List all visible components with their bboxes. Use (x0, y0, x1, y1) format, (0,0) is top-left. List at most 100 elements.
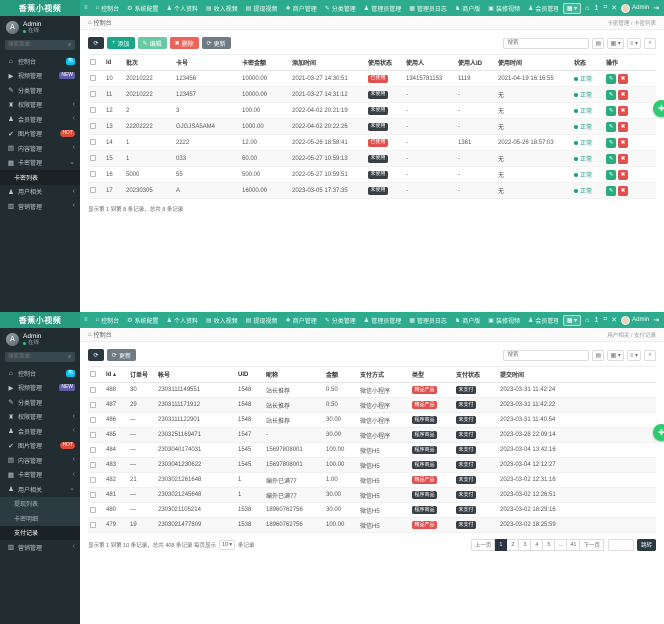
row-checkbox[interactable] (90, 506, 96, 513)
sidebar-item[interactable]: ♟ 用户相关 ⌄ (0, 482, 80, 497)
nav-item[interactable]: ♞ 商户版 (451, 0, 484, 16)
column-header[interactable]: 支付状态 (454, 366, 498, 383)
nav-item[interactable]: ✎ 分类管理 (321, 0, 360, 16)
row-delete-button[interactable]: ✖ (618, 169, 628, 180)
columns-icon[interactable]: ▦ ▾ (607, 349, 624, 361)
page-jump-input[interactable] (607, 539, 634, 551)
sidebar-search-input[interactable] (5, 352, 64, 362)
column-header[interactable]: 卡密金额 (240, 54, 290, 71)
sidebar-item[interactable]: ▶ 视频管理 NEW (0, 69, 80, 84)
row-edit-button[interactable]: ✎ (606, 121, 616, 132)
column-header[interactable]: 订单号 (128, 366, 156, 383)
edit-button[interactable]: ✎ 编辑 (137, 37, 167, 49)
page-button[interactable]: ... (555, 539, 568, 551)
user-menu[interactable]: Admin (621, 315, 649, 325)
sidebar-item[interactable]: ✔ 图片管理 HOT (0, 127, 80, 142)
row-checkbox[interactable] (90, 416, 96, 423)
select-all-checkbox[interactable] (90, 59, 96, 66)
search-icon[interactable]: ⌕ (644, 349, 656, 361)
brand-logo[interactable]: 香蕉小视频 (0, 0, 80, 16)
row-checkbox[interactable] (90, 401, 96, 408)
page-button[interactable]: 3 (519, 539, 532, 551)
nav-item[interactable]: ▤ 提现视频 (242, 312, 282, 328)
nav-item[interactable]: ▣ 装修视频 (484, 0, 524, 16)
nav-item[interactable]: ⌂ 控制台 (92, 0, 124, 16)
row-edit-button[interactable]: ✎ (606, 137, 616, 148)
navbar-action-icon[interactable]: ⌗ (603, 316, 608, 323)
sidebar-item[interactable]: ▥ 营销管理 ‹ (0, 199, 80, 214)
column-header[interactable]: 金额 (324, 366, 358, 383)
logout-icon[interactable]: ⇥ (653, 317, 659, 324)
update-button[interactable]: ⟳ 更新 (107, 349, 137, 361)
sidebar-item[interactable]: ▤ 内容管理 ‹ (0, 453, 80, 468)
columns-icon[interactable]: ▦ ▾ (607, 37, 624, 49)
navbar-action-icon[interactable]: ↥ (593, 317, 600, 324)
export-icon[interactable]: ≡ ▾ (626, 37, 641, 49)
page-button[interactable]: 2 (507, 539, 520, 551)
column-header[interactable]: 使用时间 (496, 54, 572, 71)
column-header[interactable]: 批次 (124, 54, 174, 71)
column-header[interactable]: 添加时间 (290, 54, 366, 71)
nav-item[interactable]: ▤ 收入视频 (202, 312, 242, 328)
row-delete-button[interactable]: ✖ (618, 153, 628, 164)
page-button[interactable]: 1 (495, 539, 508, 551)
sidebar-item[interactable]: ♜ 权限管理 ‹ (0, 410, 80, 425)
sidebar-item[interactable]: 卡密明细 (0, 511, 80, 526)
column-header[interactable]: 使用人 (404, 54, 456, 71)
grid-menu-dropdown[interactable]: ▦ ▾ (562, 314, 582, 326)
nav-item[interactable]: ♟ 会员管理 (524, 312, 558, 328)
floating-service-button[interactable]: ✚ (653, 100, 664, 117)
row-edit-button[interactable]: ✎ (606, 169, 616, 180)
navbar-action-icon[interactable]: ✕ (611, 317, 618, 324)
navbar-action-icon[interactable]: ⌂ (585, 316, 590, 324)
refresh-button[interactable]: ⟳ (88, 37, 104, 49)
column-header[interactable]: UID (236, 366, 264, 383)
row-checkbox[interactable] (90, 461, 96, 468)
column-header[interactable]: 提交时间 (498, 366, 656, 383)
row-checkbox[interactable] (90, 171, 96, 178)
add-button[interactable]: + 添加 (107, 37, 135, 49)
nav-item[interactable]: ❖ 商户管理 (281, 312, 320, 328)
page-button[interactable]: 上一页 (470, 539, 496, 551)
sidebar-item[interactable]: ♜ 权限管理 ‹ (0, 98, 80, 113)
nav-item[interactable]: ⚙ 系统配置 (123, 0, 162, 16)
select-all-checkbox[interactable] (90, 371, 96, 378)
sidebar-item[interactable]: 支付记录 (0, 525, 80, 540)
sidebar-item[interactable]: ⌂ 控制台 热 (0, 366, 80, 381)
nav-item[interactable]: ▣ 装修视频 (484, 312, 524, 328)
search-input[interactable] (503, 349, 590, 361)
sidebar-item[interactable]: ▶ 视频管理 NEW (0, 381, 80, 396)
row-delete-button[interactable]: ✖ (618, 105, 628, 116)
navbar-action-icon[interactable]: ↥ (593, 5, 600, 12)
page-jump-button[interactable]: 跳转 (636, 539, 656, 551)
search-icon[interactable]: ⌕ (64, 352, 75, 362)
search-icon[interactable]: ⌕ (644, 37, 656, 49)
row-checkbox[interactable] (90, 431, 96, 438)
refresh-button[interactable]: ⟳ (88, 349, 104, 361)
nav-item[interactable]: ❖ 商户管理 (281, 0, 320, 16)
sidebar-item[interactable]: ✎ 分类管理 (0, 395, 80, 410)
nav-item[interactable]: ♟ 个人资料 (163, 0, 202, 16)
column-header[interactable]: 卡号 (174, 54, 240, 71)
sidebar-item[interactable]: ♟ 会员管理 ‹ (0, 112, 80, 127)
sidebar-item[interactable]: ♟ 会员管理 ‹ (0, 424, 80, 439)
floating-service-button[interactable]: ✚ (653, 424, 664, 441)
row-checkbox[interactable] (90, 491, 96, 498)
update-button[interactable]: ⟳ 更新 (201, 37, 231, 49)
row-delete-button[interactable]: ✖ (618, 137, 628, 148)
nav-item[interactable]: ≡ (80, 0, 92, 16)
nav-item[interactable]: ♟ 个人资料 (163, 312, 202, 328)
nav-item[interactable]: ⚙ 系统配置 (123, 312, 162, 328)
sidebar-item[interactable]: 卡密列表 (0, 170, 80, 185)
column-header[interactable]: 类型 (410, 366, 454, 383)
nav-item[interactable]: ▦ 管理员日志 (405, 312, 451, 328)
nav-item[interactable]: ▤ 提现视频 (242, 0, 282, 16)
nav-item[interactable]: ♟ 管理员管理 (360, 0, 405, 16)
row-checkbox[interactable] (90, 386, 96, 393)
page-button[interactable]: 41 (567, 539, 581, 551)
row-checkbox[interactable] (90, 107, 96, 114)
row-checkbox[interactable] (90, 476, 96, 483)
row-delete-button[interactable]: ✖ (618, 121, 628, 132)
column-header[interactable]: 昵称 (264, 366, 324, 383)
navbar-action-icon[interactable]: ✕ (611, 5, 618, 12)
